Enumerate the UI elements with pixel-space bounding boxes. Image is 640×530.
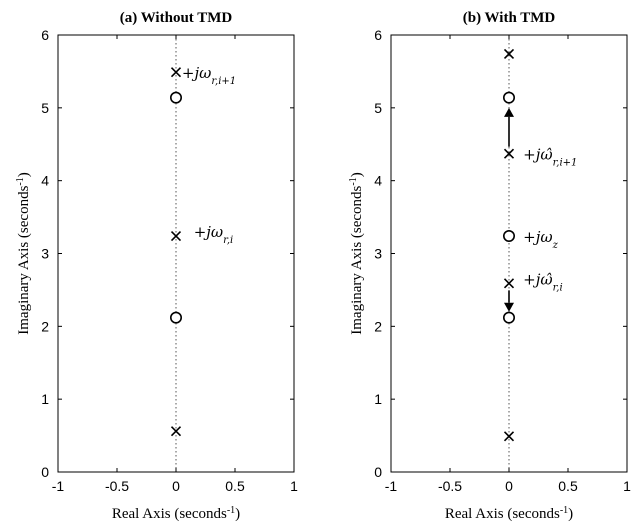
shift-arrow [504, 290, 514, 312]
zero-marker [502, 91, 515, 104]
pole-stroke [170, 426, 182, 437]
pole-marker [503, 431, 515, 442]
x-tick-label: -1 [52, 478, 65, 494]
annotation-label: +jωr,i+1 [182, 64, 236, 87]
chart-panel-2: (b) With TMD -1 -0.5 0 0.5 1 0 1 2 3 4 5 6 Real Axis … [348, 10, 632, 522]
x-tick-label: -0.5 [438, 478, 462, 494]
x-tick-label: 0.5 [558, 478, 578, 494]
y-tick-label: 4 [41, 173, 49, 189]
y-tick-label: 5 [41, 100, 49, 116]
pole-stroke [170, 230, 182, 242]
chart-panel-1: (a) Without TMD -1 -0.5 0 0.5 1 0 1 2 3 4 5 6 Real Ax… [15, 10, 299, 522]
pole-stroke [503, 148, 515, 159]
shift-arrow [504, 107, 514, 147]
pole-stroke [503, 48, 515, 60]
chart-title: (a) Without TMD [120, 10, 233, 26]
pole-stroke [503, 431, 515, 442]
x-tick-label: 1 [290, 478, 298, 494]
y-tick-label: 3 [41, 246, 49, 262]
zero-marker [502, 311, 515, 324]
y-tick-label: 2 [374, 318, 382, 334]
pole-stroke [503, 278, 515, 289]
y-tick-label: 2 [41, 318, 49, 334]
zero-marker [170, 91, 183, 104]
pole-marker [170, 230, 182, 242]
y-tick-label: 6 [41, 27, 49, 43]
y-tick-label: 1 [41, 391, 49, 407]
y-tick-label: 3 [374, 246, 382, 262]
x-axis-label: Real Axis (seconds-1) [445, 505, 573, 523]
annotation-label: +jωr,i [194, 223, 234, 246]
y-axis-label: Imaginary Axis (seconds-1) [348, 172, 366, 334]
x-tick-label: 1 [623, 478, 631, 494]
y-tick-label: 1 [374, 391, 382, 407]
x-axis-label: Real Axis (seconds-1) [112, 505, 240, 523]
zero-marker [170, 311, 183, 324]
y-tick-label: 0 [41, 464, 49, 480]
pole-marker [503, 148, 515, 159]
y-axis-label: Imaginary Axis (seconds-1) [15, 172, 33, 334]
x-tick-label: 0 [505, 478, 513, 494]
pole-marker [170, 426, 182, 437]
arrow-head [504, 302, 514, 312]
annotation-label: +jωz [523, 228, 558, 251]
pole-marker [503, 278, 515, 289]
chart-title: (b) With TMD [463, 10, 556, 26]
annotation-label: +jω̂r,i [523, 270, 563, 293]
pole-stroke [170, 67, 182, 78]
y-tick-label: 0 [374, 464, 382, 480]
x-tick-label: -1 [385, 478, 398, 494]
y-tick-label: 4 [374, 173, 382, 189]
annotation-label: +jω̂r,i+1 [523, 146, 577, 169]
x-tick-label: -0.5 [105, 478, 129, 494]
x-tick-label: 0.5 [225, 478, 245, 494]
y-tick-label: 5 [374, 100, 382, 116]
arrow-head [504, 107, 514, 117]
zero-marker [502, 230, 515, 243]
pole-marker [503, 48, 515, 60]
pole-marker [170, 67, 182, 78]
y-tick-label: 6 [374, 27, 382, 43]
x-tick-label: 0 [172, 478, 180, 494]
